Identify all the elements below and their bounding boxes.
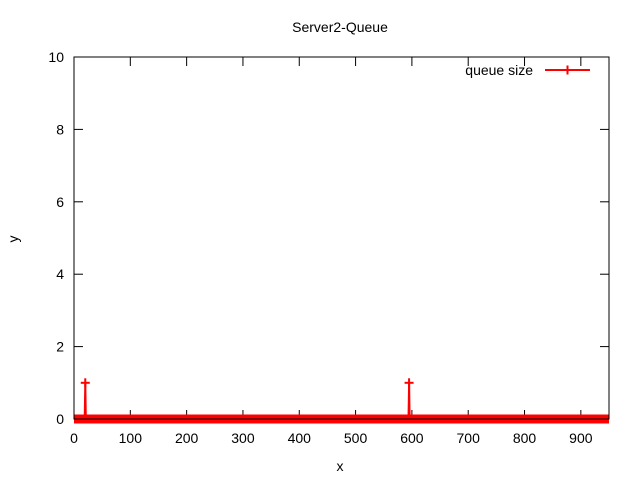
x-tick-label: 400 xyxy=(288,430,312,446)
y-tick-label: 8 xyxy=(56,121,64,137)
x-tick-label: 100 xyxy=(119,430,143,446)
x-tick-label: 900 xyxy=(569,430,593,446)
y-tick-label: 6 xyxy=(56,194,64,210)
plot-frame xyxy=(73,56,610,420)
x-tick-label: 500 xyxy=(344,430,368,446)
x-axis-label: x xyxy=(337,458,344,474)
series-layer xyxy=(74,378,609,424)
x-tick-label: 600 xyxy=(400,430,424,446)
y-tick-label: 2 xyxy=(56,339,64,355)
x-tick-label: 0 xyxy=(70,430,78,446)
x-tick-label: 800 xyxy=(513,430,537,446)
x-tick-label: 700 xyxy=(457,430,481,446)
y-axis-label: y xyxy=(5,236,21,243)
legend: queue size xyxy=(465,62,590,78)
legend-label: queue size xyxy=(465,62,533,78)
x-tick-label: 300 xyxy=(231,430,255,446)
x-tick-label: 200 xyxy=(175,430,199,446)
chart-title: Server2-Queue xyxy=(292,19,388,35)
y-tick-label: 0 xyxy=(56,411,64,427)
series-line xyxy=(74,382,609,420)
y-tick-label: 4 xyxy=(56,266,64,282)
y-tick-label: 10 xyxy=(48,49,64,65)
